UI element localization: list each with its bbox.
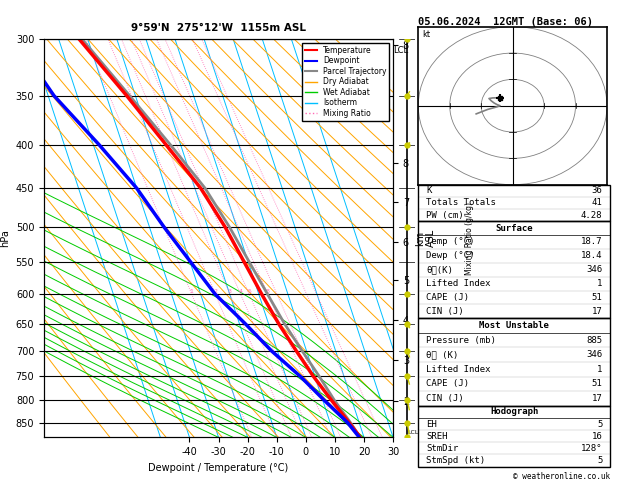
Y-axis label: hPa: hPa	[0, 229, 10, 247]
Text: 3: 3	[228, 289, 232, 294]
Text: 128°: 128°	[581, 444, 603, 453]
Text: LCL: LCL	[408, 430, 419, 434]
Text: SREH: SREH	[426, 432, 447, 441]
Text: Temp (°C): Temp (°C)	[426, 238, 474, 246]
Legend: Temperature, Dewpoint, Parcel Trajectory, Dry Adiabat, Wet Adiabat, Isotherm, Mi: Temperature, Dewpoint, Parcel Trajectory…	[302, 43, 389, 121]
Text: 5: 5	[597, 419, 603, 429]
Text: StmSpd (kt): StmSpd (kt)	[426, 456, 485, 465]
Text: StmDir: StmDir	[426, 444, 458, 453]
Text: PW (cm): PW (cm)	[426, 210, 464, 220]
Text: 2: 2	[213, 289, 217, 294]
Text: CIN (J): CIN (J)	[426, 307, 464, 316]
Text: 17: 17	[592, 307, 603, 316]
Text: 51: 51	[592, 293, 603, 302]
Text: Surface: Surface	[496, 224, 533, 233]
Text: 18.4: 18.4	[581, 251, 603, 260]
Text: 5: 5	[247, 289, 251, 294]
Text: Totals Totals: Totals Totals	[426, 198, 496, 208]
Text: 18.7: 18.7	[581, 238, 603, 246]
Text: EH: EH	[426, 419, 437, 429]
Text: 16: 16	[592, 432, 603, 441]
Title: 9°59'N  275°12'W  1155m ASL: 9°59'N 275°12'W 1155m ASL	[131, 22, 306, 33]
Text: 17: 17	[592, 394, 603, 403]
Text: 4.28: 4.28	[581, 210, 603, 220]
Text: Pressure (mb): Pressure (mb)	[426, 336, 496, 345]
Text: CAPE (J): CAPE (J)	[426, 380, 469, 388]
Text: 346: 346	[586, 350, 603, 359]
Text: kt: kt	[422, 30, 430, 39]
Text: 1: 1	[597, 279, 603, 288]
Text: 41: 41	[592, 198, 603, 208]
Y-axis label: km
ASL: km ASL	[415, 229, 437, 247]
Text: Dewp (°C): Dewp (°C)	[426, 251, 474, 260]
Text: Most Unstable: Most Unstable	[479, 321, 549, 330]
Text: CIN (J): CIN (J)	[426, 394, 464, 403]
Text: © weatheronline.co.uk: © weatheronline.co.uk	[513, 472, 610, 481]
Text: 1: 1	[190, 289, 194, 294]
Text: θᴄ (K): θᴄ (K)	[426, 350, 458, 359]
Text: 8: 8	[266, 289, 270, 294]
Text: Hodograph: Hodograph	[490, 407, 538, 417]
Text: 346: 346	[586, 265, 603, 274]
X-axis label: Dewpoint / Temperature (°C): Dewpoint / Temperature (°C)	[148, 463, 289, 473]
Text: LCL: LCL	[393, 46, 408, 55]
Text: Lifted Index: Lifted Index	[426, 365, 491, 374]
Text: Mixing Ratio (g/kg): Mixing Ratio (g/kg)	[465, 202, 474, 275]
Text: Lifted Index: Lifted Index	[426, 279, 491, 288]
Text: 885: 885	[586, 336, 603, 345]
Text: 5: 5	[597, 456, 603, 465]
Text: 05.06.2024  12GMT (Base: 06): 05.06.2024 12GMT (Base: 06)	[418, 17, 593, 27]
Text: 4: 4	[238, 289, 243, 294]
Text: K: K	[426, 186, 431, 195]
Text: 36: 36	[592, 186, 603, 195]
Text: 1: 1	[597, 365, 603, 374]
Text: 51: 51	[592, 380, 603, 388]
Text: CAPE (J): CAPE (J)	[426, 293, 469, 302]
Text: θᴄ(K): θᴄ(K)	[426, 265, 453, 274]
